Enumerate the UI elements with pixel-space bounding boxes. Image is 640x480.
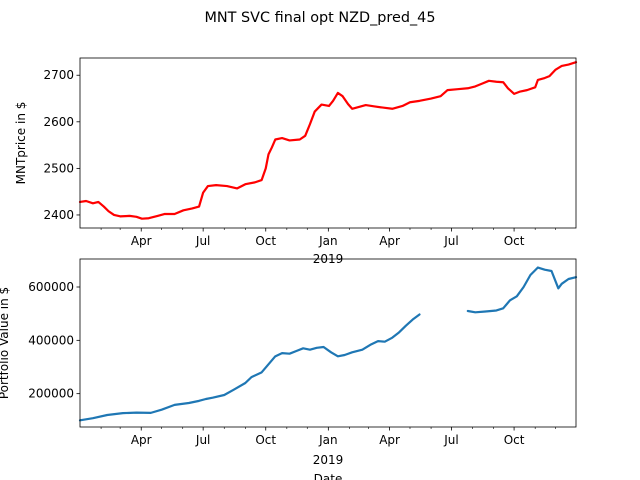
bottom-plot-y-tick-label-0: 200000 [28,387,74,401]
bottom-plot-y-tick-label-1: 400000 [28,333,74,347]
top-plot-x-axis: Apr Jul Oct Jan Apr Jul Oct [100,228,556,248]
top-plot-x-tick-label-6: Oct [504,234,525,248]
top-plot-x-tick-label-0: Apr [131,234,152,248]
bottom-plot-xlabel: Date [314,472,343,480]
bottom-plot-y-axis: 200000 400000 600000 [28,280,80,401]
top-plot-x-tick-label-1: Jul [195,234,210,248]
bottom-plot-x-tick-label-2: Oct [255,433,276,447]
top-plot-x-tick-label-3: Jan [318,234,338,248]
top-plot-y-axis: 2400 2500 2600 2700 [43,68,80,222]
bottom-plot-x-tick-label-3: Jan [318,433,338,447]
bottom-plot-year-label: 2019 [313,453,344,467]
bottom-plot-x-tick-label-6: Oct [504,433,525,447]
top-plot-line [78,61,578,220]
bottom-plot-y-tick-label-2: 600000 [28,280,74,294]
top-plot-series-line-0-0 [78,61,578,220]
top-plot-y-tick-label-0: 2400 [43,208,74,222]
bottom-plot-x-tick-label-5: Jul [443,433,458,447]
top-plot-y-tick-label-3: 2700 [43,68,74,82]
top-plot-x-tick-label-5: Jul [443,234,458,248]
top-plot-ylabel: MNTprice in $ [14,102,28,185]
bottom-plot-x-tick-label-1: Jul [195,433,210,447]
top-plot-x-tick-label-4: Apr [379,234,400,248]
bottom-plot-series-line-0-0 [78,313,421,422]
top-plot-y-tick-label-2: 2600 [43,115,74,129]
bottom-plot-ylabel: Portfolio Value in $ [0,287,11,399]
top-plot: 2400 2500 2600 2700 Apr Jul Oct Jan Apr Jul Oct M… [14,57,578,266]
figure-title: MNT SVC final opt NZD_pred_45 [204,10,435,26]
bottom-plot-series-line-0-1 [466,266,578,314]
bottom-plot-x-axis: Apr Jul Oct Jan Apr Jul Oct [100,427,556,447]
top-plot-x-tick-label-2: Oct [255,234,276,248]
bottom-plot: 200000 400000 600000 Apr Jul Oct Jan Apr Jul Oct… [0,258,578,480]
bottom-plot-x-tick-label-4: Apr [379,433,400,447]
bottom-plot-x-tick-label-0: Apr [131,433,152,447]
top-plot-y-tick-label-1: 2500 [43,161,74,175]
bottom-plot-line [78,266,578,422]
